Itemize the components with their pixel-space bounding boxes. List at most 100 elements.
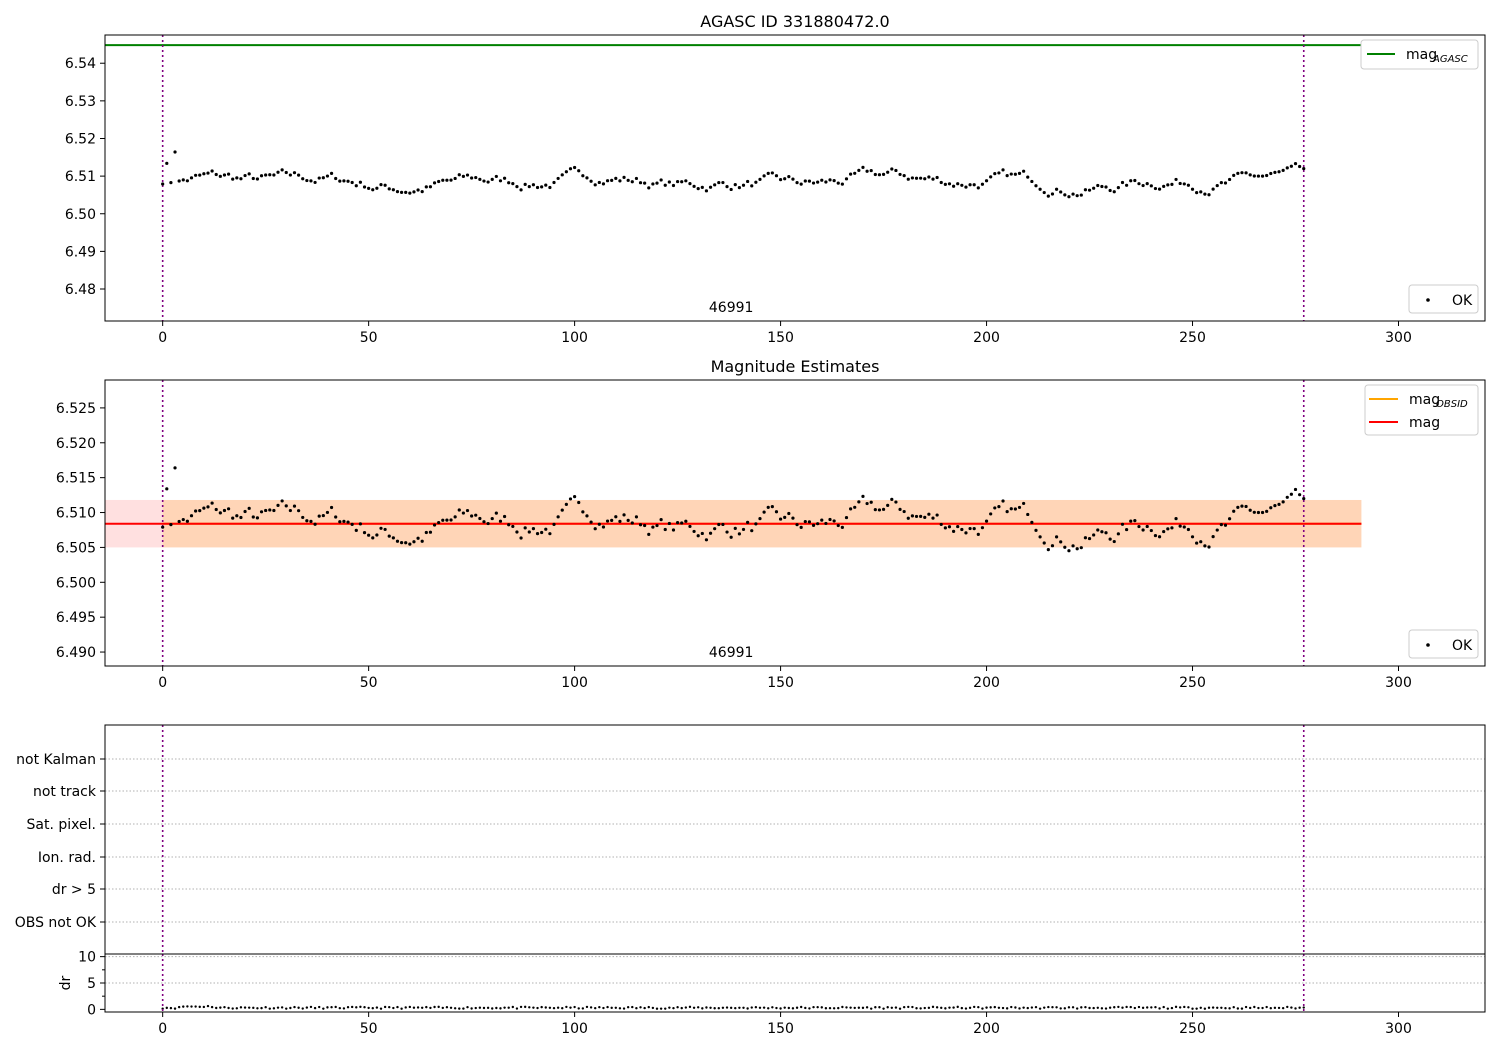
ok-point <box>585 176 589 180</box>
ok-point <box>494 174 498 179</box>
dr-point <box>289 1006 292 1010</box>
ok-point <box>1174 177 1178 182</box>
ok-point <box>189 176 194 180</box>
ok-point <box>1137 182 1141 186</box>
dr-point <box>977 1005 980 1009</box>
ok-point <box>770 505 774 509</box>
ok-point <box>733 183 737 187</box>
ok-point <box>1298 493 1302 497</box>
dr-point <box>194 1005 197 1008</box>
dr-point <box>577 1007 580 1010</box>
x-tick-label: 300 <box>1385 675 1412 691</box>
dr-point <box>552 1006 556 1010</box>
ok-point <box>1285 166 1289 170</box>
ok-point <box>581 510 585 514</box>
ok-point <box>951 529 956 533</box>
ok-point <box>791 516 795 520</box>
dr-point <box>313 1006 317 1010</box>
dr-point <box>956 1005 959 1009</box>
ok-point <box>787 175 791 179</box>
y-tick-label: 6.495 <box>56 610 96 626</box>
ok-point <box>362 531 367 535</box>
dr-point <box>1203 1007 1207 1010</box>
ok-point <box>1227 177 1232 182</box>
ok-point <box>441 178 445 182</box>
dr-point <box>1059 1007 1062 1010</box>
dr-point <box>779 1007 782 1010</box>
ok-point <box>507 181 511 185</box>
ok-point <box>461 174 465 178</box>
ok-point <box>816 180 820 184</box>
ok-point <box>659 178 663 182</box>
ok-point <box>185 179 189 183</box>
ok-point <box>601 525 606 529</box>
ok-point <box>358 522 363 526</box>
ok-point <box>1207 193 1211 197</box>
ok-point <box>1022 169 1026 173</box>
ok-point <box>659 518 663 522</box>
ok-point <box>346 179 350 183</box>
dr-point <box>940 1006 943 1010</box>
ok-point <box>387 187 391 191</box>
dr-point <box>1150 1006 1153 1009</box>
dr-point <box>643 1006 646 1010</box>
dr-point <box>659 1007 663 1010</box>
dr-point <box>466 1005 469 1009</box>
dr-point <box>639 1006 642 1009</box>
dr-point <box>305 1006 309 1009</box>
ok-point <box>317 514 321 518</box>
ok-point <box>564 170 568 174</box>
dr-point <box>1092 1006 1095 1010</box>
ok-point <box>717 180 721 185</box>
dr-point <box>614 1006 618 1009</box>
ok-point <box>1178 181 1182 186</box>
ok-point <box>305 519 309 523</box>
dr-point <box>540 1005 543 1009</box>
flag-category-label: not track <box>33 784 97 800</box>
ok-point <box>288 508 292 513</box>
dr-point <box>330 1006 333 1009</box>
dr-point <box>647 1005 650 1009</box>
ok-point <box>321 513 325 518</box>
y-tick-label: 0 <box>87 1002 96 1018</box>
dr-point <box>742 1006 745 1009</box>
ok-point <box>1133 519 1137 523</box>
ok-point <box>395 539 400 543</box>
ok-point <box>651 525 655 529</box>
ok-point <box>597 180 601 185</box>
ok-point <box>573 494 577 499</box>
dr-point <box>375 1006 379 1009</box>
ok-point <box>1108 188 1112 193</box>
ok-point <box>589 179 593 183</box>
ok-point <box>309 179 313 183</box>
ok-point <box>498 179 503 183</box>
ok-point <box>799 525 803 529</box>
ok-point <box>568 167 573 171</box>
ok-point <box>194 173 198 177</box>
dr-point <box>725 1006 729 1009</box>
ok-point <box>1079 546 1083 550</box>
ok-point <box>1079 193 1083 197</box>
ok-point <box>482 520 486 524</box>
dr-point <box>326 1006 329 1009</box>
ok-point <box>1075 194 1079 198</box>
ok-point <box>169 523 173 527</box>
ok-point <box>231 516 235 520</box>
ok-point <box>399 190 404 194</box>
x-tick-label: 100 <box>561 330 588 346</box>
ok-point <box>519 536 523 540</box>
ok-point <box>770 171 774 175</box>
dr-point <box>886 1006 889 1009</box>
dr-point <box>1290 1006 1293 1009</box>
dr-point <box>1125 1005 1128 1009</box>
ok-point <box>502 176 507 180</box>
ok-point <box>1252 510 1256 514</box>
x-tick-label: 150 <box>767 330 794 346</box>
ok-point <box>865 169 869 173</box>
dr-point <box>832 1007 836 1010</box>
dr-point <box>907 1005 910 1009</box>
legend-box-agasc <box>1360 39 1479 70</box>
dr-point <box>783 1006 786 1009</box>
ok-point <box>614 515 618 519</box>
ok-point <box>424 530 428 535</box>
